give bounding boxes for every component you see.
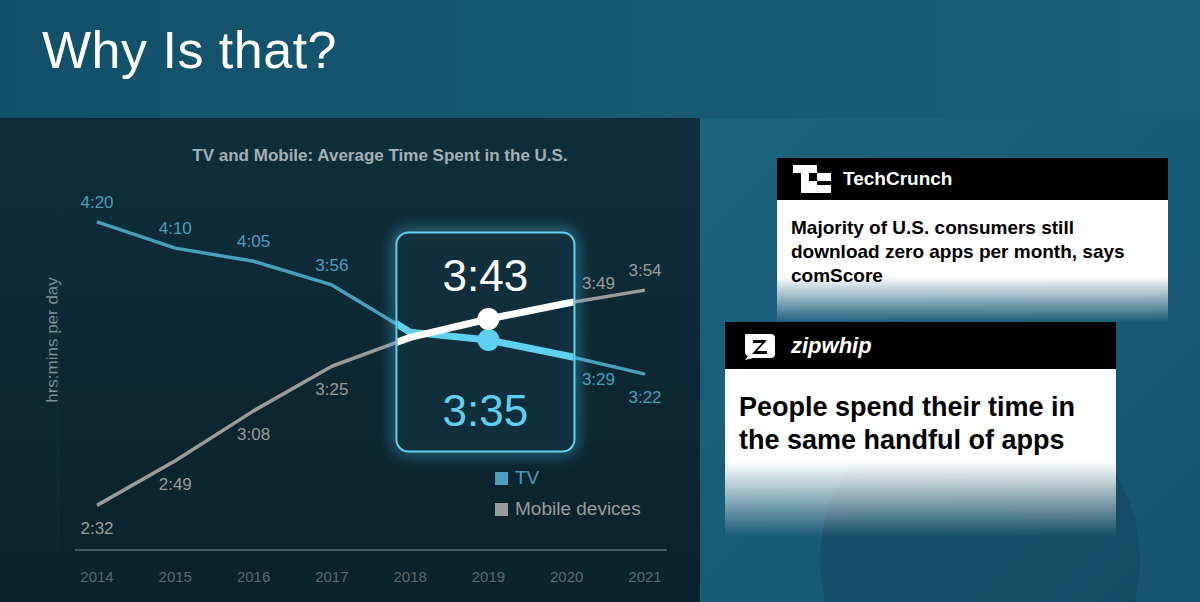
data-label: 3:49 <box>582 274 615 293</box>
logo-bubble <box>745 334 775 360</box>
x-tick-label: 2018 <box>393 568 426 585</box>
data-label: 2:32 <box>80 519 113 538</box>
card-body: Majority of U.S. consumers still downloa… <box>777 200 1168 323</box>
highlight-point <box>477 329 499 351</box>
source-logo <box>741 332 781 360</box>
legend-entry: TV <box>515 467 540 488</box>
legend-swatch <box>495 503 508 516</box>
callout-lines-plot <box>397 234 573 451</box>
card-body: People spend their time in the same hand… <box>725 369 1116 537</box>
logo-part <box>793 165 817 173</box>
logo-part <box>801 173 809 193</box>
legend: TV Mobile devices <box>495 467 641 519</box>
data-label: 3:29 <box>582 370 615 389</box>
data-label: 2:49 <box>159 475 192 494</box>
logo-part <box>809 181 817 193</box>
title-band <box>0 0 1200 118</box>
legend-swatch <box>495 472 508 485</box>
y-range-line <box>58 130 59 550</box>
data-label: 3:25 <box>315 380 348 399</box>
callout-glow <box>396 233 574 452</box>
x-tick-label: 2015 <box>159 568 192 585</box>
card-source: TechCrunch <box>843 168 952 190</box>
callout-dots <box>477 308 499 351</box>
chart-panel <box>0 118 700 602</box>
lines <box>97 222 645 506</box>
logo-part <box>817 185 831 193</box>
data-label: 3:22 <box>628 388 661 407</box>
chart-title: TV and Mobile: Average Time Spent in the… <box>192 146 567 165</box>
source-logo <box>793 165 833 193</box>
x-axis <box>75 549 667 551</box>
legend-entry: Mobile devices <box>515 498 641 519</box>
highlight-point <box>477 308 499 330</box>
x-tick-label: 2021 <box>628 568 661 585</box>
x-tick-label: 2014 <box>80 568 113 585</box>
y-axis-label: hrs:mins per day <box>43 277 62 403</box>
slide-title: Why Is that? <box>42 20 337 80</box>
data-label: 4:05 <box>237 232 270 251</box>
data-label: 3:08 <box>237 425 270 444</box>
logo-part <box>817 173 831 181</box>
data-label: 4:20 <box>80 193 113 212</box>
news-card: TechCrunch Majority of U.S. consumers sti… <box>777 158 1168 323</box>
card-header: TechCrunch <box>777 158 1168 200</box>
data-label: 3:56 <box>315 256 348 275</box>
x-tick-label: 2017 <box>315 568 348 585</box>
news-card: zipwhip People spend their time in the sa… <box>725 322 1116 537</box>
x-tick-label: 2016 <box>237 568 270 585</box>
data-label: 3:54 <box>628 261 661 280</box>
callout-label: 3:35 <box>443 386 529 435</box>
card-headline: Majority of U.S. consumers still downloa… <box>791 216 1154 288</box>
x-tick-label: 2019 <box>472 568 505 585</box>
callout-lines <box>397 234 573 451</box>
card-header: zipwhip <box>725 322 1116 369</box>
data-label: 4:10 <box>159 219 192 238</box>
logo-z <box>752 340 767 354</box>
callout-box <box>396 233 574 452</box>
highlight-line <box>397 290 573 450</box>
card-headline: People spend their time in the same hand… <box>739 391 1102 457</box>
x-tick-label: 2020 <box>550 568 583 585</box>
callout-label: 3:43 <box>443 251 529 300</box>
card-source: zipwhip <box>791 333 872 359</box>
